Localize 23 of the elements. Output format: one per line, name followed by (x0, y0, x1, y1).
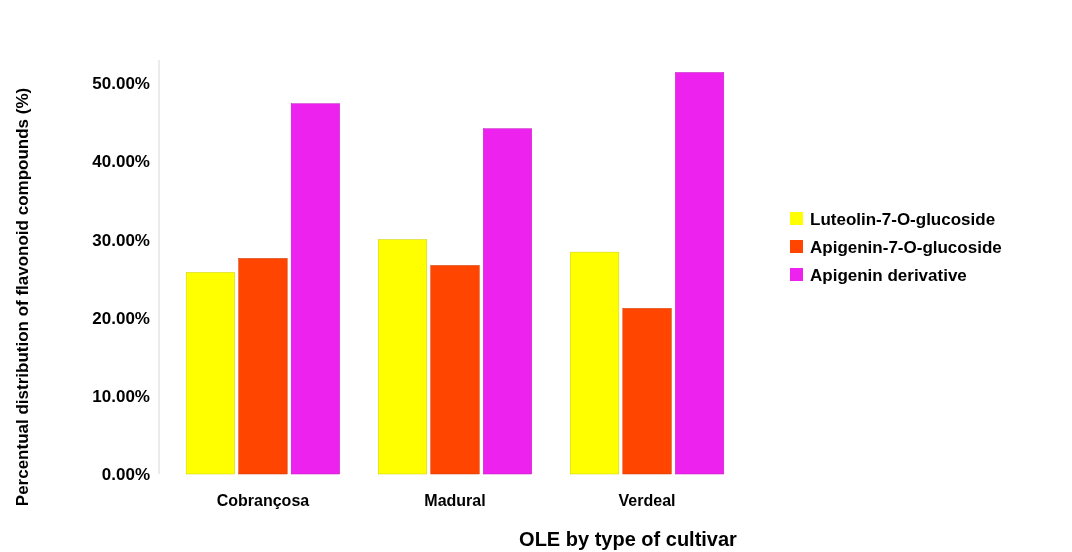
bar (675, 72, 725, 475)
y-tick-label: 20.00% (92, 308, 150, 328)
bar (238, 258, 288, 475)
legend-label: Apigenin-7-O-glucoside (810, 237, 1002, 257)
bar (430, 265, 480, 475)
legend-label: Luteolin-7-O-glucoside (810, 209, 996, 229)
y-tick-label: 30.00% (92, 230, 150, 250)
y-axis-title: Percentual distribution of flavonoid compounds (%) (13, 87, 32, 507)
bar (570, 251, 620, 475)
y-tick-label: 10.00% (92, 386, 150, 406)
bar (622, 308, 672, 475)
bar (185, 272, 235, 475)
y-tick-label: 0.00% (101, 464, 150, 484)
bar (290, 103, 340, 475)
bar (378, 239, 427, 475)
x-tick-label: Verdeal (618, 492, 676, 509)
legend-label: Apigenin derivative (810, 265, 967, 285)
bar (483, 128, 532, 475)
x-tick-label: Madural (424, 492, 486, 509)
y-tick-label: 40.00% (92, 152, 150, 172)
y-tick-label: 50.00% (92, 74, 150, 94)
x-tick-label: Cobrançosa (216, 492, 310, 509)
x-axis-title: OLE by type of cultivar (519, 528, 738, 550)
